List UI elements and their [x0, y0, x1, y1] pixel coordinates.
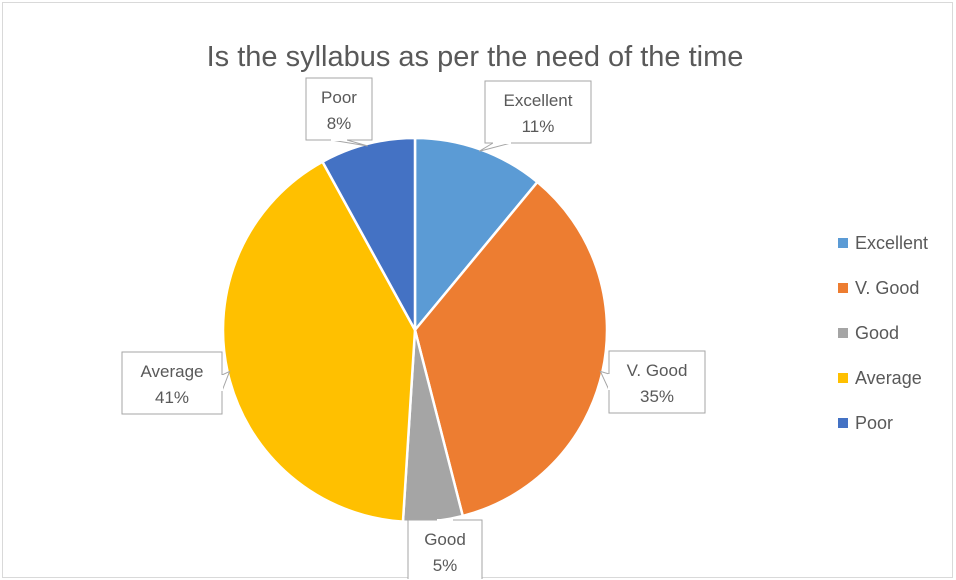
legend-label: Excellent	[855, 233, 928, 253]
callout-box	[407, 519, 483, 579]
legend-swatch	[838, 328, 848, 338]
slice-poor	[320, 136, 417, 331]
data-label-percent: 35%	[640, 387, 674, 406]
callout-pointer	[599, 370, 610, 391]
legend: Excellent V. Good Good Average Poor	[838, 233, 928, 433]
data-label-category: Excellent	[504, 91, 573, 110]
legend-item-average: Average	[838, 368, 922, 388]
data-label-percent: 11%	[522, 117, 555, 136]
chart-title: Is the syllabus as per the need of the t…	[207, 41, 744, 73]
legend-swatch	[838, 373, 848, 383]
callout-v-good: V. Good 35%	[599, 350, 706, 414]
legend-label: Poor	[855, 413, 893, 433]
pie-slices	[221, 136, 609, 524]
legend-swatch	[838, 283, 848, 293]
callout-average: Average 41%	[121, 351, 231, 415]
callout-box	[484, 80, 592, 144]
callout-pointer	[221, 370, 231, 392]
legend-item-v-good: V. Good	[838, 278, 919, 298]
callout-pointer	[330, 139, 368, 147]
data-label-percent: 8%	[327, 114, 352, 133]
callout-good: Good 5%	[407, 518, 483, 579]
callout-excellent: Excellent 11%	[479, 80, 592, 152]
callout-box	[305, 77, 373, 141]
legend-swatch	[838, 418, 848, 428]
data-label-category: Poor	[321, 88, 357, 107]
callout-box	[121, 351, 223, 415]
legend-item-poor: Poor	[838, 413, 893, 433]
legend-swatch	[838, 238, 848, 248]
data-label-category: Average	[140, 362, 203, 381]
data-label-percent: 5%	[433, 556, 458, 575]
data-label-percent: 41%	[155, 388, 189, 407]
data-label-category: Good	[424, 530, 466, 549]
legend-label: V. Good	[855, 278, 919, 298]
callout-poor: Poor 8%	[305, 77, 373, 147]
data-label-callouts: Excellent 11% V. Good 35% Good 5% Average 41% Po…	[121, 77, 706, 579]
callout-pointer	[479, 142, 512, 152]
legend-item-excellent: Excellent	[838, 233, 928, 253]
pie-chart: Is the syllabus as per the need of the t…	[121, 41, 928, 579]
legend-label: Good	[855, 323, 899, 343]
callout-box	[608, 350, 706, 414]
data-label-category: V. Good	[627, 361, 688, 380]
legend-item-good: Good	[838, 323, 899, 343]
slice-excellent	[413, 136, 540, 334]
legend-label: Average	[855, 368, 922, 388]
